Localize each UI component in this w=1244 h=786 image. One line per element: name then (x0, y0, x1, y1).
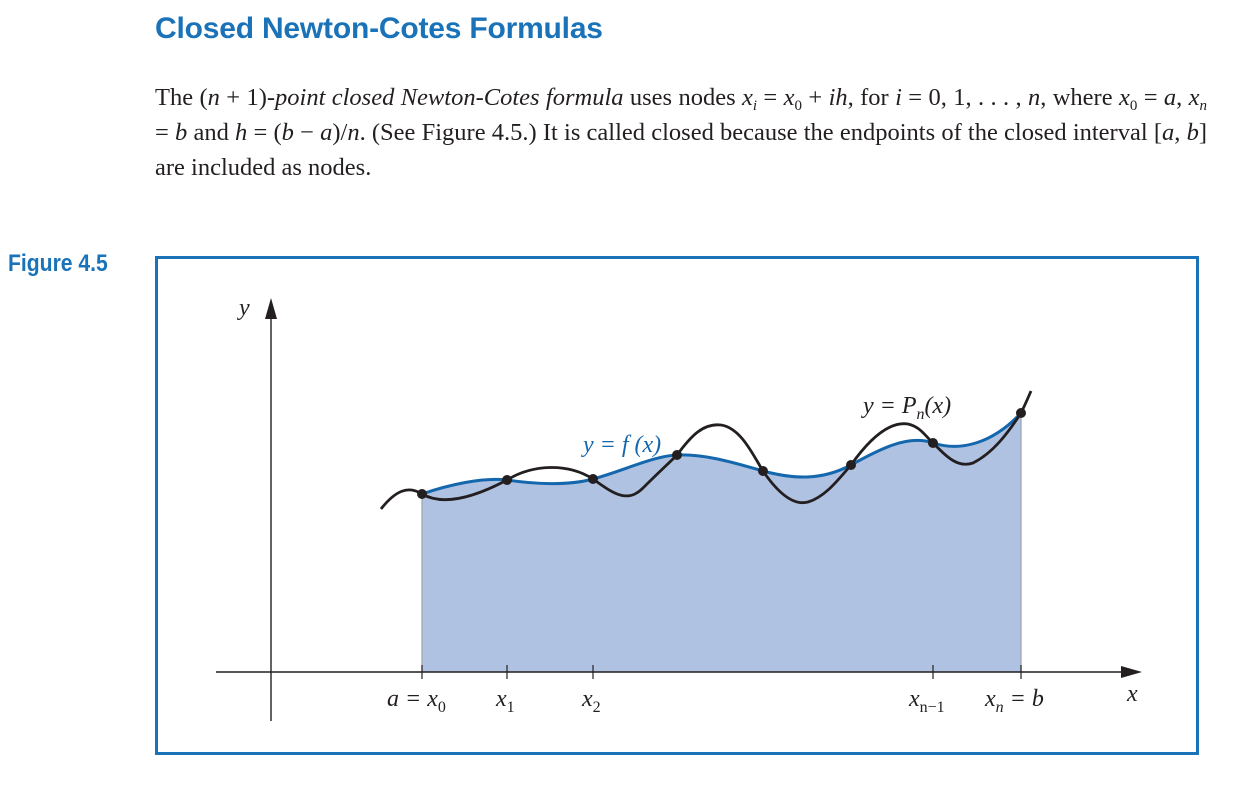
math-var: i (895, 84, 902, 111)
math-var: n (347, 119, 360, 146)
text: . (See Figure 4.5.) It is called closed … (359, 119, 1162, 146)
tick-label: x2 (581, 686, 601, 716)
math-var: ih (828, 84, 848, 111)
section-title: Closed Newton-Cotes Formulas (155, 12, 603, 45)
math-var: n (207, 84, 220, 111)
text: + 1) (219, 84, 267, 111)
math-sub: n (1199, 98, 1208, 114)
text: The ( (155, 84, 208, 111)
tick-label-sub: 2 (593, 699, 601, 716)
node-points (417, 408, 1026, 499)
math-var: x (783, 84, 795, 111)
math-var: a (1163, 84, 1177, 111)
figure-label: Figure 4.5 (8, 250, 108, 277)
text: = 0, 1, . . . , (901, 84, 1028, 111)
x-ticks (421, 665, 1022, 679)
math-var: x (1118, 84, 1130, 111)
tick-label-main: x (984, 686, 996, 712)
text: = (1137, 84, 1164, 111)
math-var: b (281, 119, 294, 146)
tick-label-sub: n−1 (920, 699, 945, 716)
tick-label-sub: n (996, 699, 1004, 716)
math-var: b (1186, 119, 1199, 146)
tick-label-main: x (908, 686, 920, 712)
tick-label: a = x0 (387, 686, 446, 716)
tick-label: x1 (495, 686, 515, 716)
text: and (187, 119, 236, 146)
defined-term: -point closed Newton-Cotes formula (266, 84, 624, 111)
text: )/ (332, 119, 348, 146)
text: = ( (247, 119, 282, 146)
pn-label-tail: (x) (925, 393, 952, 419)
f-curve-label: y = f (x) (581, 432, 661, 458)
integral-area (422, 413, 1021, 672)
node-point (672, 450, 682, 460)
tick-label-main: x (495, 686, 507, 712)
tick-label-sub: 1 (507, 699, 515, 716)
node-point (758, 466, 768, 476)
math-var: x (742, 84, 753, 111)
node-point (417, 489, 427, 499)
math-var: n (1027, 84, 1041, 111)
node-point (1016, 408, 1026, 418)
tick-label-tail: = b (1004, 686, 1044, 712)
math-sub: 0 (794, 98, 803, 114)
text: , (1174, 119, 1187, 146)
text: , for (847, 84, 896, 111)
text: + (802, 84, 829, 111)
node-point (928, 438, 938, 448)
pn-curve-label: y = Pn(x) (861, 393, 951, 423)
node-point (502, 475, 512, 485)
node-point (846, 460, 856, 470)
figure-frame: y x y = f (x) y = Pn(x) a = x0 x1 x2 xn−… (155, 256, 1199, 755)
math-var: x (1188, 84, 1200, 111)
math-var: a (320, 119, 333, 146)
tick-label: xn−1 (908, 686, 945, 716)
tick-label-main: a = x (387, 686, 438, 712)
y-axis-label: y (237, 295, 250, 321)
pn-label-sub: n (917, 406, 925, 423)
newton-cotes-diagram: y x y = f (x) y = Pn(x) a = x0 x1 x2 xn−… (216, 295, 1142, 721)
math-var: b (175, 119, 188, 146)
text: , (1176, 84, 1189, 111)
tick-label-main: x (581, 686, 593, 712)
x-axis-label: x (1126, 681, 1138, 707)
math-sub: i (752, 98, 758, 114)
math-var: a (1162, 119, 1175, 146)
y-axis-arrow (265, 298, 277, 319)
text: = (155, 119, 176, 146)
math-var: h (235, 119, 248, 146)
math-sub: 0 (1129, 98, 1138, 114)
tick-label: xn = b (984, 686, 1044, 716)
text: − (293, 119, 321, 146)
text: = (757, 84, 784, 111)
text: ] are included as nodes. (155, 119, 1207, 181)
pn-label-main: y = P (861, 393, 917, 419)
x-axis-arrow (1121, 666, 1142, 678)
tick-label-sub: 0 (438, 699, 446, 716)
definition-paragraph: The (n + 1)-point closed Newton-Cotes fo… (155, 80, 1207, 185)
node-point (588, 474, 598, 484)
text: uses nodes (623, 84, 742, 111)
text: , where (1040, 84, 1119, 111)
